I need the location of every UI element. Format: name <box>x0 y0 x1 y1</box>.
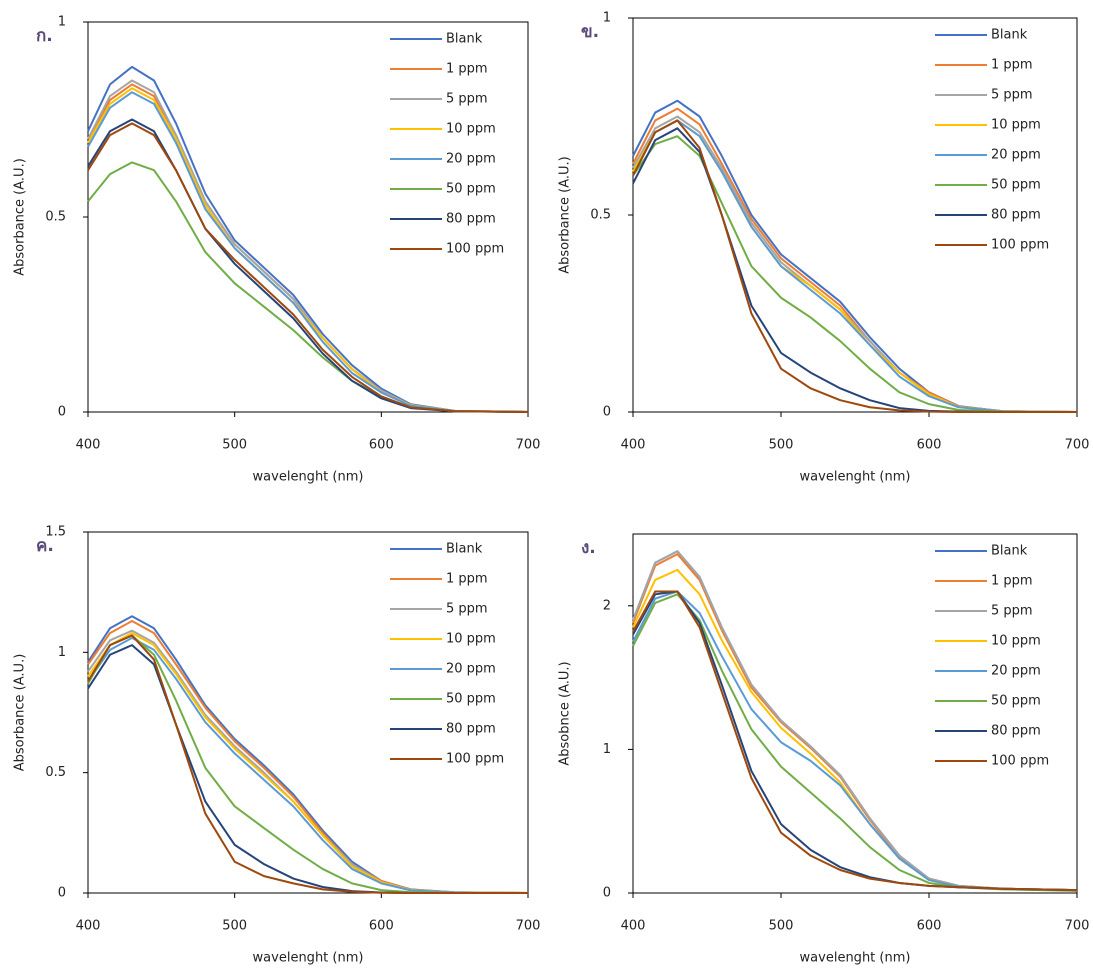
legend-label: 100 ppm <box>446 242 504 257</box>
chart-panel: ง. 0 1 2 400 500 600 700 wavelenght (nm) Absobnce… <box>558 533 1090 966</box>
series-line <box>632 119 1077 413</box>
series-line <box>87 122 529 413</box>
y-tick-label: 1 <box>58 15 66 30</box>
y-axis-label: Absorbance (A.U.) <box>13 654 28 772</box>
y-tick-label: 2 <box>603 598 611 613</box>
legend-label: 20 ppm <box>991 148 1041 163</box>
legend-label: 50 ppm <box>991 694 1041 709</box>
x-tick-label: 400 <box>76 919 101 934</box>
legend-label: 50 ppm <box>446 182 496 197</box>
legend-label: 80 ppm <box>446 212 496 227</box>
plot-frame <box>632 533 1078 894</box>
y-tick-label: 0 <box>58 405 66 420</box>
x-axis-label: wavelenght (nm) <box>253 951 364 966</box>
series-line <box>87 644 528 894</box>
series-line <box>87 634 528 894</box>
legend-label: 100 ppm <box>446 752 504 767</box>
x-axis-label: wavelenght (nm) <box>253 470 364 485</box>
series-line <box>632 119 1078 413</box>
x-axis-label: wavelenght (nm) <box>800 470 911 485</box>
legend-label: 20 ppm <box>446 152 496 167</box>
series-line <box>632 127 1077 413</box>
y-tick-label: 0.5 <box>45 765 66 780</box>
legend-label: 100 ppm <box>991 754 1049 769</box>
series-line <box>632 590 1078 892</box>
y-tick-label: 1 <box>58 645 66 660</box>
x-tick-label: 700 <box>516 438 541 453</box>
x-tick-label: 700 <box>1065 438 1090 453</box>
x-tick-label: 500 <box>769 438 794 453</box>
legend-label: 80 ppm <box>991 208 1041 223</box>
x-axis-label: wavelenght (nm) <box>800 951 911 966</box>
x-tick-label: 500 <box>222 438 247 453</box>
panel-label: ก. <box>36 26 53 46</box>
legend-label: 10 ppm <box>991 118 1041 133</box>
series-line <box>87 634 528 894</box>
x-tick-label: 500 <box>769 919 794 934</box>
x-tick-label: 600 <box>369 438 394 453</box>
series-line <box>87 65 529 413</box>
legend-label: 1 ppm <box>991 58 1033 73</box>
x-tick-label: 700 <box>1065 919 1090 934</box>
legend-label: 1 ppm <box>446 572 488 587</box>
series-line <box>632 590 1078 892</box>
legend-label: 50 ppm <box>991 178 1041 193</box>
y-tick-label: 1 <box>603 742 611 757</box>
chart-panel: ก. 0 0.5 1 400 500 600 700 wavelenght (nm) Absorb… <box>13 15 541 485</box>
legend-label: 10 ppm <box>446 632 496 647</box>
x-tick-label: 500 <box>222 919 247 934</box>
y-axis-label: Absorbance (A.U.) <box>13 158 28 276</box>
series-line <box>632 550 1078 892</box>
panel-label: ค. <box>36 536 54 556</box>
chart-panel: ค. 0 0.5 1 1.5 400 500 600 700 wavelenght (nm) Abs… <box>13 525 541 966</box>
legend-label: Blank <box>991 28 1028 43</box>
x-tick-label: 600 <box>369 919 394 934</box>
legend-label: 20 ppm <box>991 664 1041 679</box>
y-axis-label: Absobnce (A.U.) <box>558 661 573 765</box>
legend-label: 5 ppm <box>991 88 1033 103</box>
x-tick-label: 400 <box>76 438 101 453</box>
series-line <box>87 118 529 413</box>
y-tick-label: 0 <box>58 886 66 901</box>
series-line <box>632 135 1078 413</box>
series-line <box>87 91 529 413</box>
x-tick-label: 400 <box>621 438 646 453</box>
x-tick-label: 700 <box>516 919 541 934</box>
y-tick-label: 0.5 <box>45 210 66 225</box>
x-tick-label: 600 <box>917 438 942 453</box>
legend-label: 5 ppm <box>446 92 488 107</box>
legend-label: 80 ppm <box>991 724 1041 739</box>
legend-label: 5 ppm <box>991 604 1033 619</box>
x-tick-label: 400 <box>621 919 646 934</box>
legend-label: 1 ppm <box>991 574 1033 589</box>
y-tick-label: 0.5 <box>590 208 611 223</box>
y-axis-label: Absorbance (A.U.) <box>558 156 573 274</box>
legend-label: Blank <box>446 32 483 47</box>
legend-label: 5 ppm <box>446 602 488 617</box>
legend-label: Blank <box>991 544 1028 559</box>
legend-label: 100 ppm <box>991 238 1049 253</box>
y-tick-label: 1.5 <box>45 525 66 540</box>
series-line <box>632 550 1078 892</box>
legend-label: Blank <box>446 542 483 557</box>
legend-label: 20 ppm <box>446 662 496 677</box>
y-tick-label: 0 <box>603 886 611 901</box>
panel-label: ง. <box>581 538 596 558</box>
legend-label: 10 ppm <box>991 634 1041 649</box>
plot-frame <box>87 531 529 894</box>
y-tick-label: 1 <box>603 11 611 26</box>
panel-label: ข. <box>581 22 599 42</box>
series-line <box>632 119 1078 413</box>
legend-label: 80 ppm <box>446 722 496 737</box>
chart-panel: ข. 0 0.5 1 400 500 600 700 wavelenght (nm) Absorb… <box>558 11 1090 485</box>
legend-label: 10 ppm <box>446 122 496 137</box>
legend-label: 1 ppm <box>446 62 488 77</box>
y-tick-label: 0 <box>603 405 611 420</box>
series-line <box>87 161 529 413</box>
x-tick-label: 600 <box>917 919 942 934</box>
legend-label: 50 ppm <box>446 692 496 707</box>
